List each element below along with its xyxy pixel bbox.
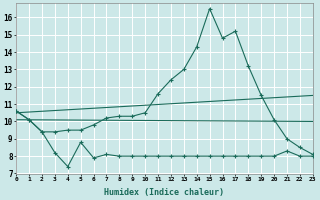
- X-axis label: Humidex (Indice chaleur): Humidex (Indice chaleur): [105, 188, 225, 197]
